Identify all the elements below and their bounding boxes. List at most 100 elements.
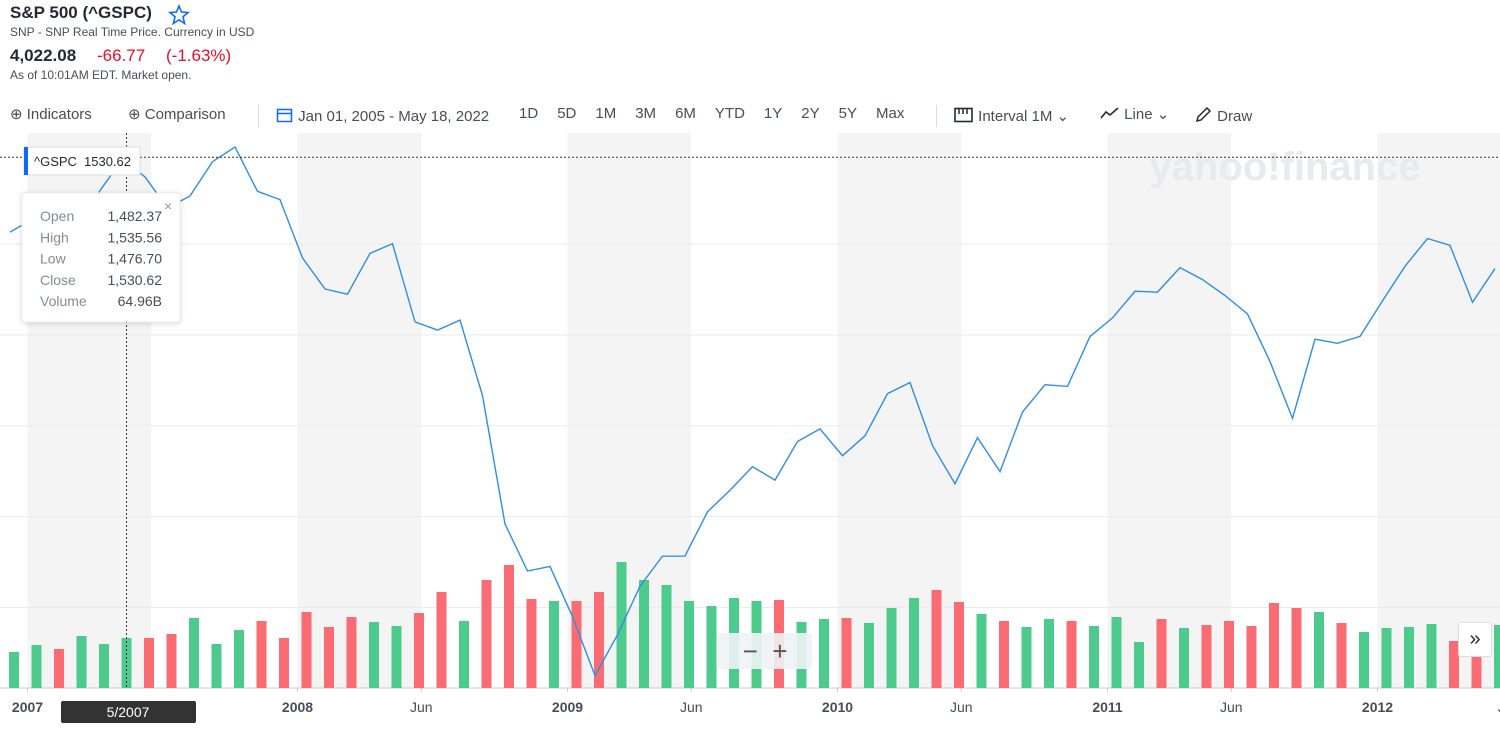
- x-tick-label: 2011: [1092, 699, 1123, 715]
- range-button[interactable]: 1Y: [763, 105, 783, 122]
- volume-bar: [526, 599, 537, 688]
- draw-label: Draw: [1217, 108, 1253, 125]
- chart-type-button[interactable]: Line ⌄: [1100, 105, 1169, 123]
- indicators-button[interactable]: ⊕ Indicators: [10, 106, 92, 123]
- line-icon: [1100, 107, 1119, 119]
- volume-bar: [1291, 608, 1302, 688]
- period-band: [297, 133, 422, 688]
- range-button[interactable]: 6M: [675, 105, 696, 122]
- volume-bar: [639, 580, 649, 688]
- volume-bar: [864, 623, 874, 688]
- volume-bar: [54, 649, 64, 688]
- change: -66.77: [97, 46, 146, 65]
- volume-bar: [616, 562, 627, 688]
- period-band: [837, 133, 962, 688]
- volume-bar: [189, 618, 199, 688]
- price-tag-accent: [24, 147, 28, 175]
- tooltip-key: Volume: [40, 293, 87, 309]
- volume-bar: [1066, 621, 1077, 688]
- date-range: Jan 01, 2005 - May 18, 2022: [298, 108, 490, 125]
- volume-bar: [301, 612, 312, 688]
- volume-bar: [256, 621, 267, 688]
- volume-bar: [166, 634, 177, 688]
- volume-bar: [504, 565, 514, 688]
- volume-bar: [1269, 603, 1279, 688]
- volume-bar: [1201, 625, 1212, 688]
- volume-bar: [459, 621, 469, 688]
- chart-type-label: Line: [1124, 106, 1153, 123]
- as-of: As of 10:01AM EDT. Market open.: [10, 68, 192, 82]
- volume-bar: [369, 622, 379, 688]
- range-button[interactable]: 5Y: [838, 105, 857, 122]
- range-button[interactable]: 3M: [635, 105, 657, 122]
- range-group: 1D 5D 1M 3M 6M YTD 1Y 2Y 5Y Max: [519, 105, 923, 122]
- tooltip-value: 1,530.62: [108, 272, 163, 288]
- volume-bar: [594, 592, 604, 688]
- divider: [936, 105, 937, 127]
- volume-bar: [1179, 628, 1189, 688]
- range-button[interactable]: 5D: [557, 105, 577, 122]
- volume-bar: [414, 613, 424, 688]
- volume-bar: [909, 598, 919, 688]
- draw-button[interactable]: Draw: [1195, 105, 1252, 125]
- price-tag-value: 1530.62: [84, 154, 131, 169]
- period-band: [1377, 133, 1500, 688]
- range-button[interactable]: 2Y: [801, 105, 820, 122]
- star-icon[interactable]: [168, 4, 190, 26]
- x-tick-label: 2010: [822, 699, 853, 715]
- x-tick-label: 2007: [12, 699, 43, 715]
- interval-label: Interval: [978, 108, 1028, 125]
- volume-bar: [76, 636, 87, 688]
- volume-bar: [841, 618, 852, 688]
- range-button[interactable]: Max: [875, 105, 905, 122]
- comparison-label: Comparison: [144, 106, 226, 123]
- period-band: [27, 133, 152, 688]
- range-button[interactable]: 1M: [595, 105, 617, 122]
- tooltip-key: Open: [40, 208, 74, 224]
- volume-bar: [976, 614, 987, 688]
- price: 4,022.08: [10, 46, 77, 65]
- volume-bar: [1224, 621, 1234, 688]
- tooltip-value: 1,482.37: [108, 208, 163, 224]
- volume-bar: [1156, 619, 1167, 688]
- price-line: [9, 146, 1496, 678]
- volume-bar: [571, 601, 582, 688]
- volume-bar: [549, 601, 559, 688]
- crosshair-date-box: [61, 701, 196, 723]
- volume-bar: [1494, 625, 1500, 688]
- title: S&P 500 (^GSPC): [10, 3, 152, 22]
- tooltip: [21, 192, 181, 323]
- volume-bar: [931, 590, 942, 688]
- volume-bar: [1044, 619, 1054, 688]
- volume-bar: [819, 619, 829, 688]
- tooltip-key: Low: [40, 251, 67, 267]
- volume-bar: [954, 602, 964, 688]
- interval-icon: [954, 107, 973, 123]
- x-tick-label: Jun: [410, 699, 433, 715]
- volume-bar: [1336, 623, 1347, 688]
- x-tick-label: 2009: [552, 699, 583, 715]
- tooltip-key: High: [40, 229, 69, 245]
- x-tick-label: Jun: [680, 699, 703, 715]
- volume-bar: [661, 585, 672, 688]
- date-range-button[interactable]: Jan 01, 2005 - May 18, 2022: [276, 105, 489, 125]
- tooltip-key: Close: [40, 272, 76, 288]
- tooltip-value: 1,535.56: [108, 229, 163, 245]
- period-band: [567, 133, 692, 688]
- range-button[interactable]: YTD: [714, 105, 745, 122]
- range-button[interactable]: 1D: [519, 105, 539, 122]
- indicators-label: Indicators: [26, 106, 92, 123]
- volume-bar: [99, 644, 109, 688]
- crosshair-date: 5/2007: [107, 704, 150, 720]
- price-tag: [23, 146, 141, 176]
- volume-bar: [234, 630, 244, 688]
- volume-bar: [1404, 627, 1414, 688]
- tooltip-close: ×: [164, 198, 172, 214]
- volume-bar: [1359, 632, 1369, 688]
- x-tick-label: Jun: [1220, 699, 1243, 715]
- interval-button[interactable]: Interval 1M ⌄: [954, 105, 1069, 125]
- volume-bar: [886, 608, 897, 688]
- scroll-button[interactable]: »: [1458, 622, 1492, 657]
- comparison-button[interactable]: ⊕ Comparison: [128, 106, 226, 123]
- zoom-control[interactable]: − +: [718, 633, 812, 669]
